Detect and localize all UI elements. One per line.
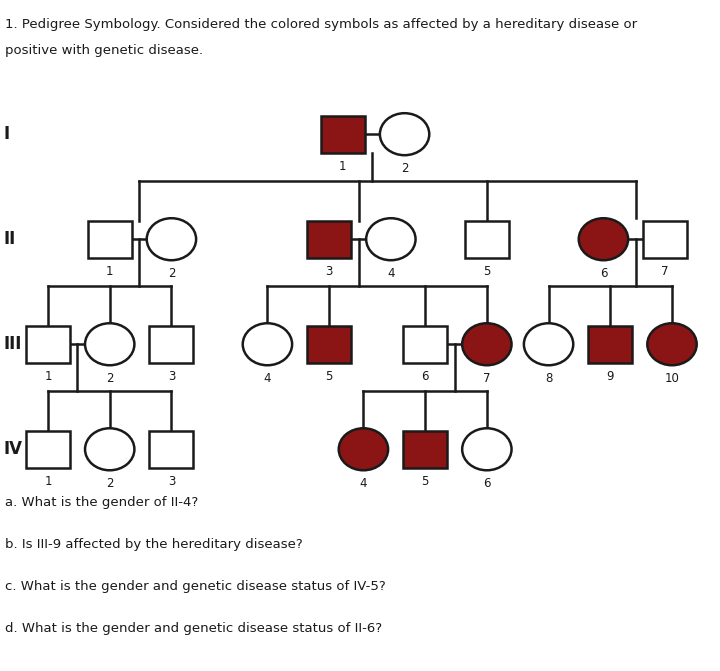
Text: 1: 1 [339, 160, 346, 173]
Text: 1: 1 [106, 265, 114, 278]
Circle shape [579, 218, 628, 260]
Bar [643, 221, 687, 258]
Circle shape [147, 218, 196, 260]
Bar [403, 325, 447, 363]
Text: 4: 4 [264, 372, 271, 385]
Bar [307, 221, 351, 258]
Text: 6: 6 [483, 477, 490, 491]
Text: 8: 8 [545, 372, 552, 385]
Text: 6: 6 [600, 267, 607, 280]
Bar [150, 325, 194, 363]
Text: 1. Pedigree Symbology. Considered the colored symbols as affected by a hereditar: 1. Pedigree Symbology. Considered the co… [6, 17, 638, 30]
Bar [321, 115, 365, 153]
Circle shape [462, 428, 511, 470]
Text: 9: 9 [606, 370, 614, 383]
Circle shape [366, 218, 415, 260]
Text: 5: 5 [421, 475, 429, 488]
Text: III: III [4, 336, 22, 353]
Text: 4: 4 [387, 267, 395, 280]
Text: 6: 6 [421, 370, 429, 383]
Text: 5: 5 [325, 370, 333, 383]
Text: 4: 4 [360, 477, 367, 491]
Circle shape [85, 323, 135, 365]
Bar [26, 325, 70, 363]
Bar [88, 221, 132, 258]
Text: 2: 2 [106, 477, 114, 491]
Text: 7: 7 [483, 372, 490, 385]
Text: 1: 1 [44, 370, 52, 383]
Text: II: II [4, 230, 16, 248]
Text: 10: 10 [665, 372, 680, 385]
Text: b. Is III-9 affected by the hereditary disease?: b. Is III-9 affected by the hereditary d… [6, 538, 303, 551]
Text: 2: 2 [168, 267, 175, 280]
Text: IV: IV [4, 440, 22, 458]
Bar [150, 431, 194, 468]
Circle shape [647, 323, 697, 365]
Circle shape [243, 323, 292, 365]
Bar [588, 325, 632, 363]
Text: 3: 3 [325, 265, 333, 278]
Circle shape [380, 113, 429, 155]
Text: 1: 1 [44, 475, 52, 488]
Text: 3: 3 [168, 370, 175, 383]
Text: 5: 5 [483, 265, 490, 278]
Text: c. What is the gender and genetic disease status of IV-5?: c. What is the gender and genetic diseas… [6, 580, 386, 593]
Bar [403, 431, 447, 468]
Bar [465, 221, 509, 258]
Text: a. What is the gender of II-4?: a. What is the gender of II-4? [6, 496, 199, 509]
Text: I: I [4, 125, 9, 143]
Bar [26, 431, 70, 468]
Bar [307, 325, 351, 363]
Circle shape [524, 323, 573, 365]
Text: positive with genetic disease.: positive with genetic disease. [6, 44, 204, 57]
Circle shape [85, 428, 135, 470]
Text: d. What is the gender and genetic disease status of II-6?: d. What is the gender and genetic diseas… [6, 622, 382, 635]
Circle shape [338, 428, 388, 470]
Circle shape [462, 323, 511, 365]
Text: 3: 3 [168, 475, 175, 488]
Text: 2: 2 [106, 372, 114, 385]
Text: 2: 2 [401, 162, 408, 175]
Text: 7: 7 [662, 265, 669, 278]
